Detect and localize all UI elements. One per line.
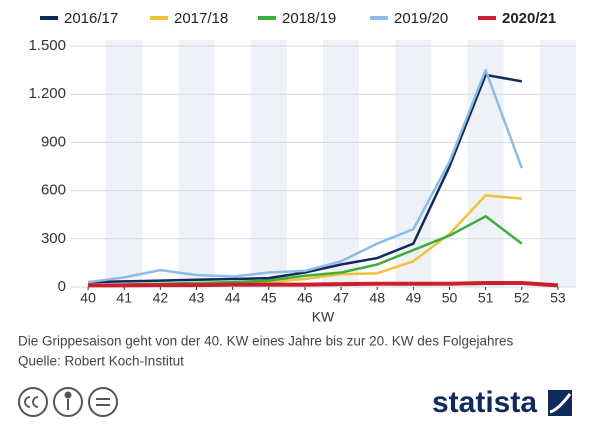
- band: [106, 40, 143, 287]
- y-tick-label: 600: [41, 182, 66, 199]
- band: [539, 40, 576, 287]
- y-tick-label: 0: [58, 278, 66, 295]
- band: [178, 40, 215, 287]
- x-tick-label: 43: [189, 290, 205, 306]
- x-tick-label: 49: [406, 290, 422, 306]
- x-tick-label: 51: [478, 290, 494, 306]
- series-line: [87, 68, 523, 284]
- y-tick-label: 900: [41, 133, 66, 150]
- brand-mark-swoosh: [549, 393, 572, 414]
- x-tick-label: 44: [225, 290, 241, 306]
- x-tick-label: 48: [369, 290, 385, 306]
- x-tick-label: 42: [153, 290, 169, 306]
- background-bands: [106, 40, 576, 287]
- y-tick-label: 300: [41, 230, 66, 247]
- x-tick-label: 40: [80, 290, 96, 306]
- legend-label: 2020/21: [502, 10, 556, 27]
- x-tick-label: 41: [116, 290, 132, 306]
- x-axis-label: KW: [312, 309, 335, 325]
- series-line: [88, 280, 559, 288]
- x-tick-label: 46: [297, 290, 313, 306]
- y-tick-label: 1.200: [28, 85, 66, 102]
- band: [467, 40, 504, 287]
- source: Quelle: Robert Koch-Institut: [18, 354, 184, 369]
- y-tick-label: 1.500: [28, 37, 66, 54]
- band: [323, 40, 360, 287]
- x-tick-label: 47: [333, 290, 349, 306]
- band: [250, 40, 287, 287]
- x-tick-label: 45: [261, 290, 277, 306]
- series-line: [88, 73, 523, 284]
- legend-label: 2018/19: [282, 10, 336, 27]
- brand-logo: statista: [432, 386, 537, 419]
- legend-label: 2016/17: [64, 10, 118, 27]
- legend-label: 2019/20: [394, 10, 448, 27]
- license-icons: [18, 387, 118, 417]
- legend-label: 2017/18: [174, 10, 228, 27]
- x-tick-label: 53: [550, 290, 566, 306]
- x-tick-label: 50: [442, 290, 458, 306]
- x-tick-label: 52: [514, 290, 530, 306]
- footnote: Die Grippesaison geht von der 40. KW ein…: [18, 334, 513, 349]
